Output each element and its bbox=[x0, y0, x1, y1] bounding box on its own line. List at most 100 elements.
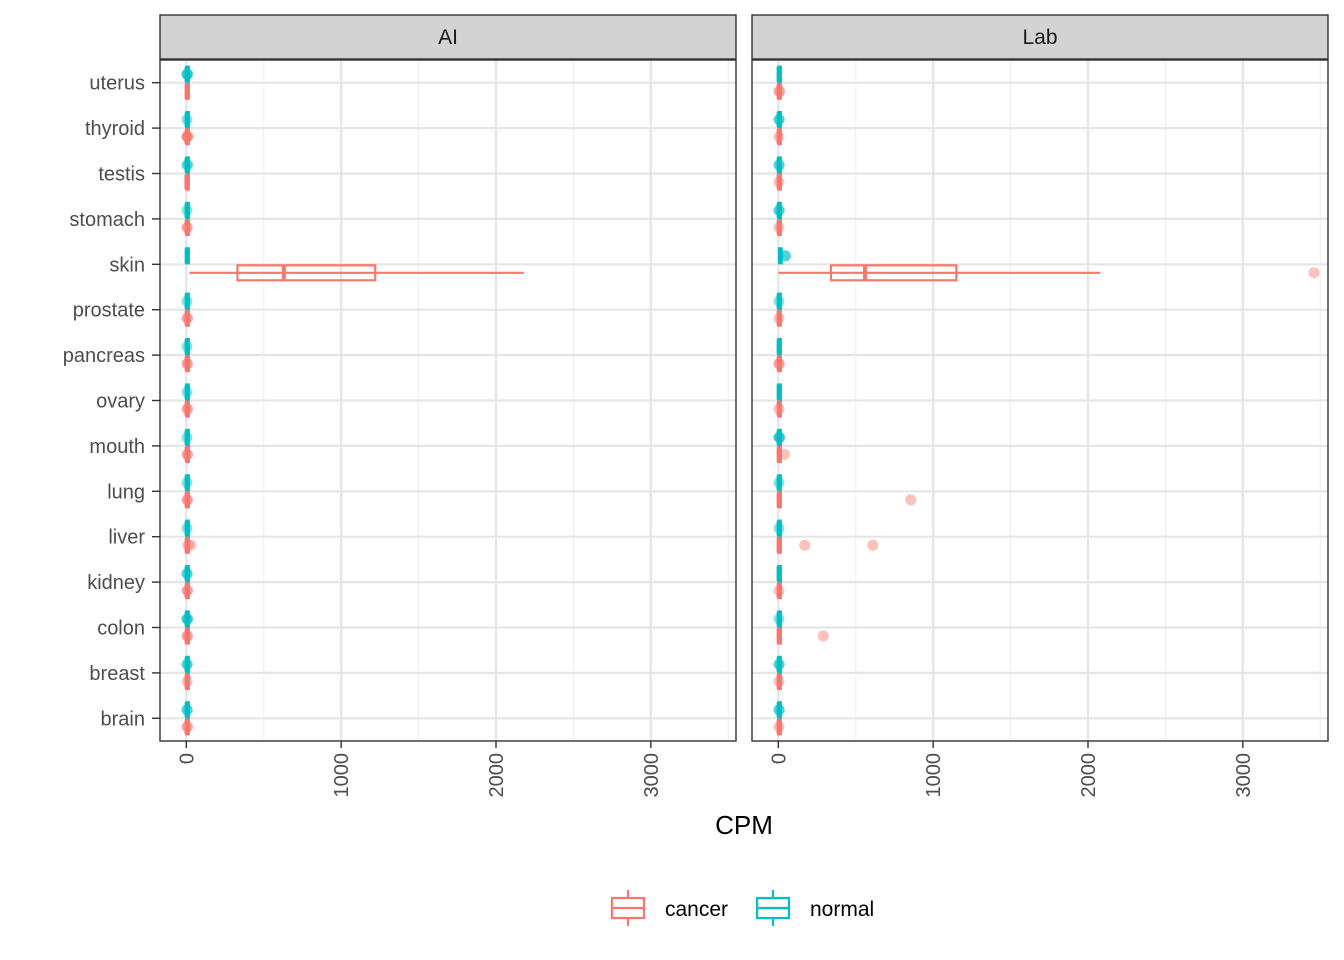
box-rect bbox=[236, 264, 377, 282]
box-pancreas-cancer bbox=[181, 355, 193, 373]
box-breast-normal bbox=[773, 655, 785, 674]
box-ovary-cancer bbox=[773, 400, 785, 418]
legend-label-normal: normal bbox=[810, 898, 874, 921]
box-breast-cancer bbox=[181, 672, 193, 691]
box-prostate-cancer bbox=[181, 309, 194, 327]
box-mouth-cancer bbox=[181, 445, 194, 463]
x-tick-label: 3000 bbox=[641, 753, 663, 798]
box-liver-normal bbox=[773, 519, 785, 537]
box-liver-normal bbox=[181, 519, 193, 537]
panel-border bbox=[159, 59, 737, 742]
box-prostate-normal bbox=[773, 292, 785, 310]
box-liver-cancer bbox=[776, 536, 879, 554]
facet-strip bbox=[751, 14, 1329, 60]
x-tick-label: 1000 bbox=[923, 753, 945, 798]
y-axis-labels: uterus thyroid testis stomach skin prostate pa… bbox=[63, 73, 160, 730]
box-brain-normal bbox=[773, 701, 785, 719]
box-breast-normal bbox=[181, 655, 193, 674]
y-tick-label-lung: lung bbox=[107, 481, 145, 503]
box-rect bbox=[829, 264, 958, 282]
box-brain-cancer bbox=[773, 718, 785, 736]
outlier-point bbox=[780, 250, 792, 262]
box-testis-normal bbox=[181, 156, 194, 174]
box-colon-cancer bbox=[181, 627, 194, 645]
box-kidney-cancer bbox=[181, 581, 194, 600]
y-tick-label-stomach: stomach bbox=[69, 209, 145, 231]
box-lung-normal bbox=[773, 474, 785, 492]
outlier-point bbox=[905, 494, 917, 506]
y-tick-label-ovary: ovary bbox=[96, 391, 145, 413]
x-axis-title: CPM bbox=[715, 810, 773, 840]
box-thyroid-normal bbox=[181, 110, 193, 129]
outlier-point bbox=[867, 539, 879, 551]
panel-ai: AI 0 1000 2000 3000 bbox=[159, 14, 737, 798]
box-colon-normal bbox=[773, 610, 785, 628]
box-kidney-normal bbox=[181, 564, 193, 583]
legend: cancer normal bbox=[610, 890, 874, 926]
box-testis-normal bbox=[773, 156, 785, 174]
box-pancreas-normal bbox=[776, 338, 782, 356]
box-lung-cancer bbox=[776, 491, 917, 509]
box-testis-cancer bbox=[773, 173, 785, 191]
box-pancreas-normal bbox=[181, 338, 193, 356]
series-cancer bbox=[773, 82, 1320, 736]
series-normal bbox=[181, 65, 194, 719]
box-pancreas-cancer bbox=[773, 355, 785, 373]
box-skin-cancer bbox=[189, 264, 524, 282]
box-colon-cancer bbox=[776, 627, 829, 645]
x-tick-label: 0 bbox=[768, 753, 790, 764]
outlier-point bbox=[1308, 267, 1320, 279]
box-prostate-normal bbox=[181, 292, 193, 310]
facet-strip-label: Lab bbox=[1022, 26, 1057, 49]
box-uterus-normal bbox=[776, 65, 782, 83]
box-ovary-cancer bbox=[181, 400, 194, 418]
box-lung-cancer bbox=[181, 491, 194, 509]
box-skin-normal bbox=[777, 247, 792, 265]
y-tick-label-testis: testis bbox=[98, 164, 145, 186]
box-kidney-normal bbox=[776, 564, 782, 583]
y-tick-label-breast: breast bbox=[89, 663, 145, 685]
box-lung-normal bbox=[181, 474, 193, 492]
y-tick-label-kidney: kidney bbox=[87, 572, 145, 594]
box-prostate-cancer bbox=[773, 309, 785, 327]
box-ovary-normal bbox=[776, 383, 782, 401]
box-stomach-cancer bbox=[773, 218, 785, 236]
legend-key-normal: normal bbox=[755, 890, 874, 926]
box-liver-cancer bbox=[182, 536, 197, 554]
outlier-point bbox=[799, 539, 811, 551]
x-tick-label: 1000 bbox=[331, 753, 353, 798]
y-tick-label-liver: liver bbox=[108, 527, 145, 549]
legend-key-cancer: cancer bbox=[610, 890, 728, 926]
series-cancer bbox=[181, 82, 524, 736]
y-tick-label-uterus: uterus bbox=[89, 73, 145, 95]
series-normal bbox=[773, 65, 792, 719]
box-ovary-normal bbox=[181, 383, 193, 401]
facet-strip-label: AI bbox=[438, 26, 458, 49]
y-tick-label-brain: brain bbox=[101, 708, 145, 730]
x-tick-label: 3000 bbox=[1233, 753, 1255, 798]
box-mouth-cancer bbox=[776, 445, 791, 463]
box-skin-cancer bbox=[778, 264, 1320, 282]
box-stomach-normal bbox=[181, 201, 193, 219]
box-stomach-normal bbox=[773, 201, 785, 219]
x-tick-label: 2000 bbox=[486, 753, 508, 798]
box-testis-cancer bbox=[184, 173, 190, 191]
legend-label-cancer: cancer bbox=[665, 898, 728, 921]
panel-border bbox=[751, 59, 1329, 742]
box-breast-cancer bbox=[773, 672, 785, 691]
box-uterus-cancer bbox=[184, 82, 190, 100]
box-mouth-normal bbox=[181, 428, 193, 446]
box-stomach-cancer bbox=[181, 218, 193, 236]
y-tick-label-skin: skin bbox=[109, 254, 145, 276]
panel-lab: Lab 0 1000 2000 3000 bbox=[751, 14, 1329, 798]
box-colon-normal bbox=[181, 610, 194, 628]
y-tick-label-mouth: mouth bbox=[89, 436, 145, 458]
box-brain-normal bbox=[181, 701, 193, 719]
box-skin-normal bbox=[184, 247, 190, 265]
outlier-point bbox=[817, 630, 829, 642]
box-brain-cancer bbox=[181, 718, 194, 736]
facet-panels: AI 0 1000 2000 3000 Lab 0 1000 2000 3000 bbox=[159, 14, 1329, 798]
y-tick-label-pancreas: pancreas bbox=[63, 345, 145, 367]
y-tick-label-thyroid: thyroid bbox=[85, 118, 145, 140]
